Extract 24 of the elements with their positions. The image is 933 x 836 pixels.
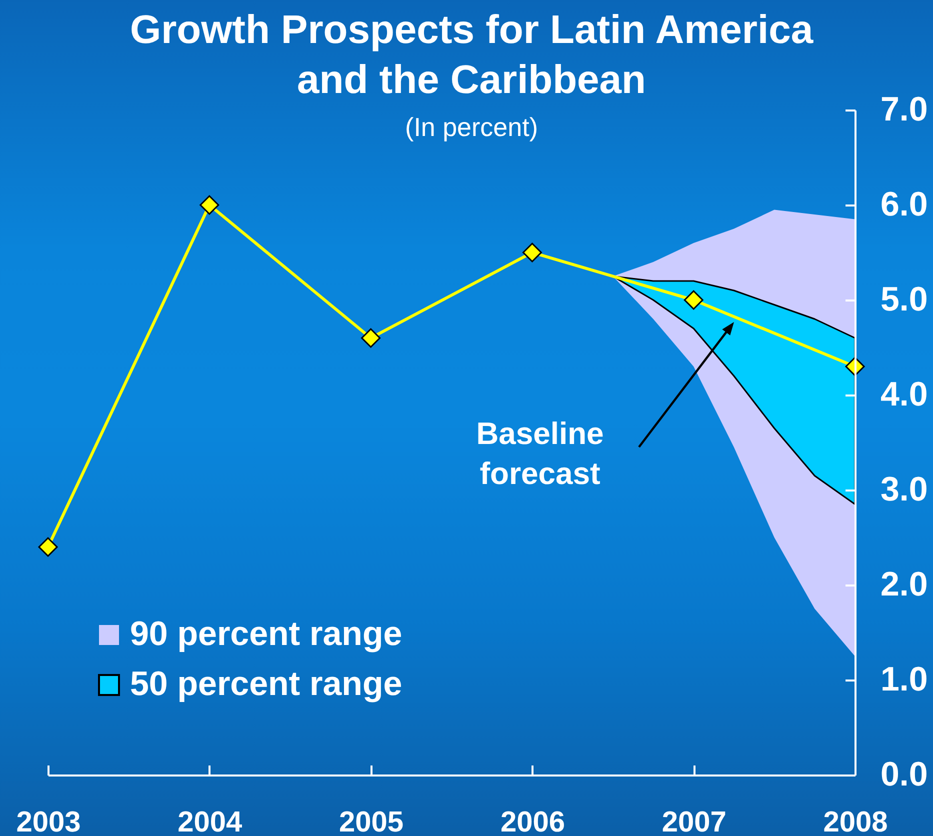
chart-subtitle: (In percent): [405, 112, 538, 142]
x-tick-label: 2004: [178, 806, 242, 836]
legend-label: 50 percent range: [130, 665, 402, 703]
point: [361, 328, 381, 348]
y-tick-label: 4.0: [880, 376, 928, 414]
x-tick-label: 2006: [500, 806, 565, 836]
x-tick-label: 2008: [823, 806, 888, 836]
point: [38, 537, 58, 557]
y-tick-label: 0.0: [880, 756, 928, 794]
y-tick-label: 2.0: [880, 566, 928, 604]
y-tick-label: 6.0: [880, 186, 928, 224]
annotation: Baseline forecast: [476, 416, 604, 491]
y-tick-label: 7.0: [880, 90, 928, 128]
point: [522, 242, 542, 262]
legend-label: 90 percent range: [130, 615, 402, 653]
y-tick-label: 3.0: [880, 470, 928, 508]
x-tick-label: 2007: [662, 806, 726, 836]
chart-title: Growth Prospects for Latin America and the Caribbean: [130, 8, 814, 102]
y-tick-label: 5.0: [880, 280, 928, 318]
x-tick-label: 2005: [339, 806, 404, 836]
point: [200, 195, 220, 215]
point: [684, 290, 704, 310]
x-tick-label: 2003: [16, 806, 81, 836]
y-tick-label: 1.0: [880, 660, 928, 698]
